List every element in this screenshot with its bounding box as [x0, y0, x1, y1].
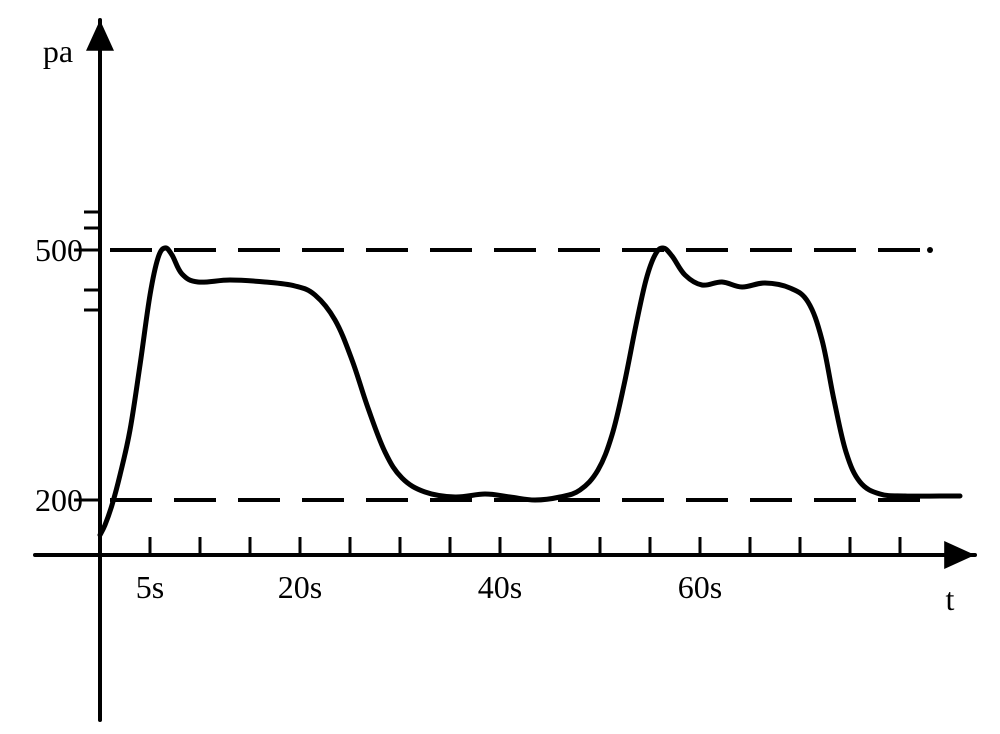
x-tick-label-2: 40s — [478, 569, 522, 605]
x-tick-label-3: 60s — [678, 569, 722, 605]
x-axis-label: t — [946, 581, 955, 617]
line-chart: 5s 20s 40s 60s t 500 200 pa — [0, 0, 1000, 734]
reference-line-dot — [927, 247, 933, 253]
y-tick-label-1: 200 — [35, 482, 83, 518]
y-axis-label: pa — [43, 33, 73, 69]
y-tick-label-0: 500 — [35, 232, 83, 268]
x-tick-label-1: 20s — [278, 569, 322, 605]
chart-background — [0, 0, 1000, 734]
x-tick-label-0: 5s — [136, 569, 164, 605]
